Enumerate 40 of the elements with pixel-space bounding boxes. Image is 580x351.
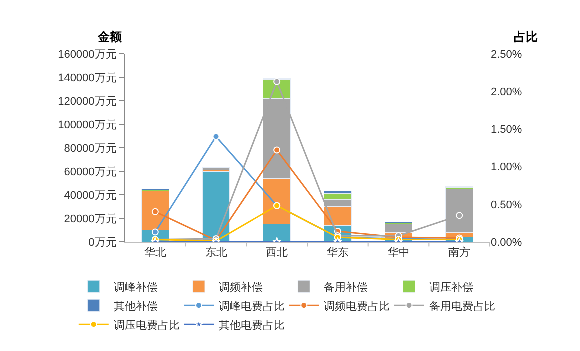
- x-tick-label: 南方: [448, 246, 471, 260]
- y2-axis-title: 占比: [514, 30, 538, 44]
- legend-label: 备用补偿: [324, 280, 368, 294]
- x-tick-label: 东北: [205, 246, 228, 260]
- legend-label: 调峰补偿: [114, 280, 158, 294]
- point: [456, 212, 464, 220]
- point: [212, 133, 220, 140]
- y2-tick-label: 0.50%: [491, 199, 522, 212]
- y-tick-label: 80000万元: [64, 142, 117, 155]
- legend-label: 其他补偿: [114, 300, 158, 313]
- y-tick-label: 100000万元: [58, 119, 117, 132]
- y-tick-label: 160000万元: [58, 48, 117, 61]
- y-tick-label: 60000万元: [64, 166, 117, 178]
- y-tick-label: 0万元: [88, 236, 117, 249]
- bar: [202, 171, 230, 242]
- x-tick-label: 西北: [266, 246, 288, 260]
- y-tick-label: 140000万元: [58, 72, 117, 84]
- y2-tick-label: 2.00%: [491, 86, 522, 98]
- y2-tick-label: 2.50%: [491, 48, 522, 61]
- x-tick-label: 华东: [326, 246, 349, 260]
- y2-tick-label: 0.00%: [491, 236, 522, 249]
- legend-label: 调频补偿: [219, 280, 264, 294]
- y-tick-label: 120000万元: [58, 96, 117, 108]
- legend-label: 调压电费占比: [114, 318, 180, 332]
- legend-label: 调压补偿: [429, 280, 474, 294]
- y-axis-title: 金额: [97, 30, 123, 44]
- x-tick-label: 华中: [388, 246, 410, 260]
- x-tick-label: 华北: [144, 246, 166, 260]
- point: [274, 78, 281, 86]
- legend-label: 其他电费占比: [219, 318, 286, 332]
- legend-label: 备用电费占比: [429, 300, 496, 313]
- point: [274, 146, 281, 154]
- legend-label: 调频电费占比: [324, 300, 390, 313]
- y2-tick-label: 1.50%: [491, 124, 522, 136]
- y-tick-label: 20000万元: [64, 213, 117, 226]
- y-tick-label: 40000万元: [64, 190, 117, 202]
- point: [152, 208, 159, 216]
- legend-label: 调峰电费占比: [219, 300, 286, 313]
- point: [152, 228, 159, 236]
- y2-tick-label: 1.00%: [491, 162, 522, 174]
